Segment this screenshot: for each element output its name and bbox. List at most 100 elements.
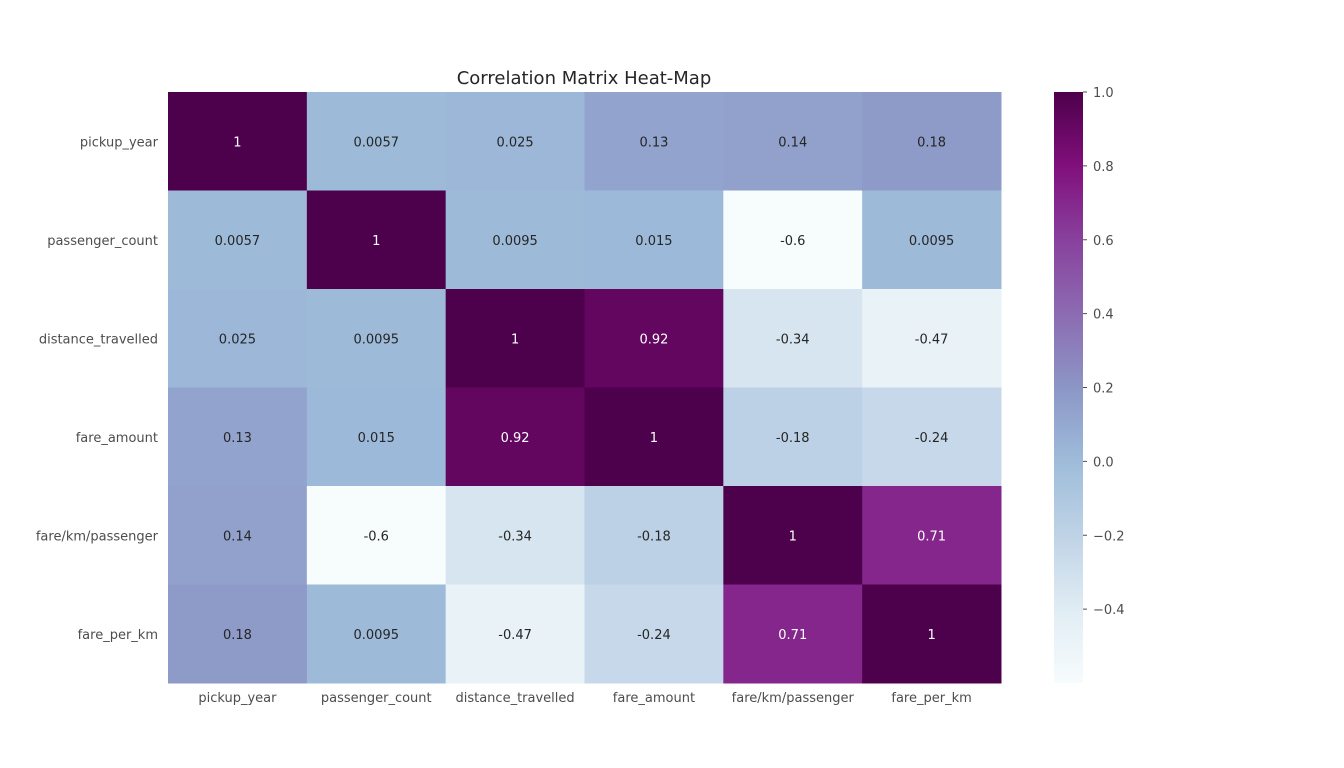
heatmap-cell	[723, 486, 863, 585]
cell-annotation: -0.24	[915, 431, 949, 446]
cell-annotation: 0.71	[917, 529, 946, 544]
cell-annotation: 1	[511, 332, 519, 347]
cell-annotation: 0.13	[223, 431, 252, 446]
cell-annotation: 1	[789, 529, 797, 544]
heatmap-cell	[862, 190, 1002, 290]
x-tick-label: passenger_count	[321, 691, 432, 706]
x-tick-label: fare_amount	[613, 691, 695, 706]
heatmap-cell	[584, 387, 724, 487]
cell-annotation: 1	[650, 431, 658, 446]
cell-annotation: -0.18	[776, 431, 810, 446]
y-tick-label: passenger_count	[47, 234, 158, 249]
cell-annotation: 0.0095	[354, 628, 400, 643]
cell-annotation: 0.14	[778, 135, 807, 150]
cell-annotation: -0.24	[637, 628, 671, 643]
x-tick-label: fare/km/passenger	[732, 691, 855, 706]
heatmap-cell	[306, 486, 447, 585]
heatmap-cell	[862, 92, 1002, 191]
cell-annotation: 0.13	[639, 135, 668, 150]
colorbar-tick-label: 1.0	[1093, 86, 1114, 101]
colorbar-tick-label: −0.4	[1093, 603, 1125, 618]
colorbar-tick-label: −0.2	[1093, 529, 1125, 544]
heatmap-cell	[306, 584, 447, 684]
heatmap-cell	[862, 387, 1002, 487]
cell-annotation: -0.6	[364, 529, 389, 544]
cell-annotation: 0.015	[635, 234, 672, 249]
x-tick-label: fare_per_km	[891, 691, 971, 706]
heatmap-cell	[584, 584, 724, 684]
x-axis-tick-labels: pickup_year passenger_count distance_trave…	[198, 691, 971, 706]
cell-annotation: 0.18	[223, 628, 252, 643]
cell-annotation: -0.34	[498, 529, 532, 544]
heatmap-cell	[723, 584, 863, 684]
cell-annotation: -0.47	[498, 628, 532, 643]
heatmap-cell	[723, 92, 863, 191]
heatmap-cell	[862, 584, 1002, 684]
heatmap-cell	[168, 387, 308, 487]
colorbar-tick-label: 0.8	[1093, 160, 1114, 175]
cell-annotation: 0.0095	[492, 234, 538, 249]
cell-annotation: -0.6	[780, 234, 805, 249]
heatmap-cell	[584, 486, 724, 585]
x-tick-label: pickup_year	[198, 691, 277, 706]
heatmap-cell	[168, 190, 308, 290]
y-tick-label: distance_travelled	[39, 332, 158, 347]
heatmap-cells: 1 0.0057 0.025 0.13 0.14 0.18 0.0057 1 0.0095 0.0…	[168, 92, 1002, 684]
y-tick-label: pickup_year	[80, 135, 159, 150]
chart-title: Correlation Matrix Heat-Map	[457, 68, 712, 89]
cell-annotation: 0.0095	[909, 234, 955, 249]
heatmap-cell	[168, 92, 308, 191]
cell-annotation: 0.0057	[354, 135, 400, 150]
cell-annotation: -0.18	[637, 529, 671, 544]
cell-annotation: -0.47	[915, 332, 949, 347]
cell-annotation: 1	[233, 135, 241, 150]
y-tick-label: fare_per_km	[78, 628, 158, 643]
cell-annotation: 0.025	[496, 135, 533, 150]
heatmap-cell	[723, 387, 863, 487]
cell-annotation: 0.14	[223, 529, 252, 544]
cell-annotation: 0.0057	[215, 234, 261, 249]
y-tick-label: fare_amount	[76, 431, 158, 446]
heatmap-cell	[584, 92, 724, 191]
heatmap-cell	[445, 92, 585, 191]
y-tick-label: fare/km/passenger	[36, 529, 159, 544]
heatmap-cell	[445, 190, 585, 290]
cell-annotation: 0.71	[778, 628, 807, 643]
cell-annotation: 0.025	[219, 332, 256, 347]
heatmap-cell	[584, 289, 724, 388]
heatmap-cell	[445, 387, 585, 487]
heatmap-cell	[584, 190, 724, 290]
heatmap-cell	[306, 387, 447, 487]
heatmap-cell	[445, 584, 585, 684]
colorbar: 1.0 0.8 0.6 0.4 0.2 0.0 −0.2 −0.4	[1054, 86, 1125, 683]
cell-annotation: 1	[372, 234, 380, 249]
cell-annotation: 0.92	[501, 431, 530, 446]
colorbar-tick-label: 0.4	[1093, 308, 1114, 323]
cell-annotation: 1	[927, 628, 935, 643]
colorbar-ticks: 1.0 0.8 0.6 0.4 0.2 0.0 −0.2 −0.4	[1083, 86, 1125, 618]
heatmap-cell	[445, 486, 585, 585]
colorbar-tick-label: 0.0	[1093, 455, 1114, 470]
heatmap-cell	[306, 289, 447, 388]
colorbar-tick-label: 0.2	[1093, 382, 1114, 397]
heatmap-cell	[723, 190, 863, 290]
heatmap-cell	[862, 486, 1002, 585]
heatmap-cell	[306, 92, 447, 191]
heatmap-cell	[445, 289, 585, 388]
heatmap-cell	[168, 289, 308, 388]
heatmap-cell	[168, 584, 308, 684]
heatmap-cell	[723, 289, 863, 388]
cell-annotation: 0.0095	[354, 332, 400, 347]
x-tick-label: distance_travelled	[455, 691, 574, 706]
cell-annotation: 0.92	[639, 332, 668, 347]
colorbar-tick-label: 0.6	[1093, 234, 1114, 249]
heatmap-cell	[168, 486, 308, 585]
y-axis-tick-labels: pickup_year passenger_count distance_trave…	[36, 135, 159, 643]
heatmap-cell	[862, 289, 1002, 388]
heatmap-cell	[306, 190, 447, 290]
cell-annotation: 0.18	[917, 135, 946, 150]
cell-annotation: 0.015	[358, 431, 395, 446]
cell-annotation: -0.34	[776, 332, 810, 347]
colorbar-gradient	[1054, 92, 1083, 683]
